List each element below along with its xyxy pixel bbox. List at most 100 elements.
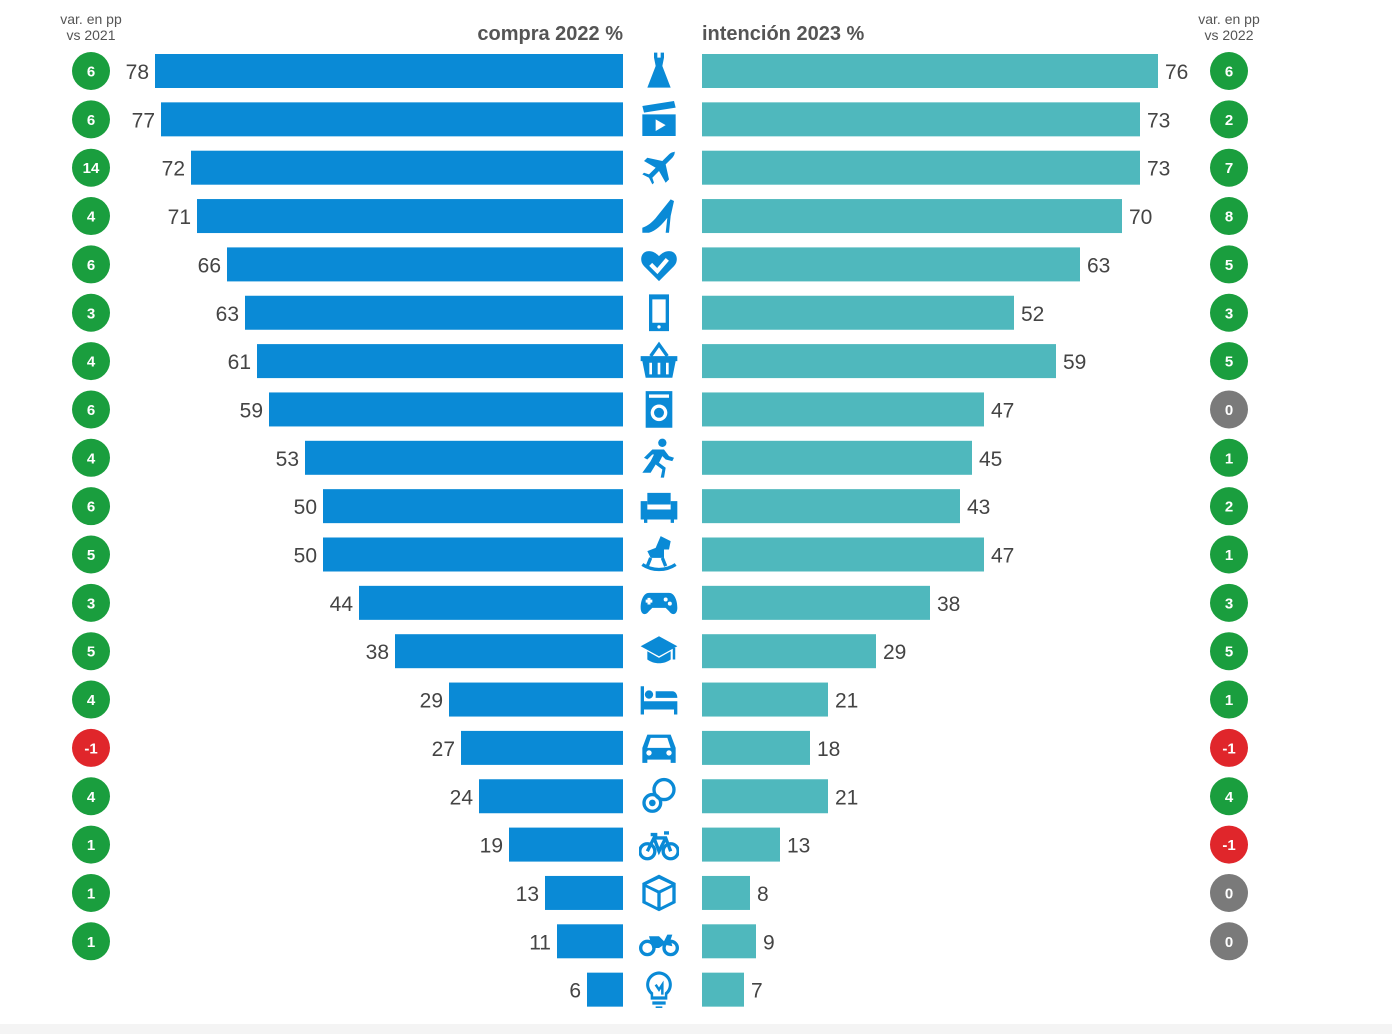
right-change-badge-4-circle [1210, 245, 1248, 284]
left-bar-19 [587, 972, 623, 1007]
gamepad-icon [639, 591, 679, 616]
airplane-icon [642, 151, 676, 185]
left-bar-2 [191, 150, 623, 185]
right-value-7: 47 [991, 399, 1014, 422]
right-value-11: 38 [937, 593, 960, 616]
lightbulb-icon [644, 970, 674, 1010]
right-change-badge-16-circle [1210, 825, 1248, 864]
left-change-badge-15-circle [72, 777, 110, 816]
left-bar-3 [197, 199, 623, 234]
right-bar-12 [702, 634, 876, 669]
right-change-badge-4-label: 5 [1225, 257, 1233, 274]
left-bar-18 [557, 924, 623, 959]
rocking-horse-icon [640, 534, 678, 572]
right-change-badge-16-label: -1 [1222, 837, 1235, 854]
left-change-badge-9-circle [72, 487, 110, 526]
right-bar-2 [702, 150, 1140, 185]
sofa-icon [640, 492, 678, 523]
right-change-badge-13-circle [1210, 680, 1248, 719]
motorcycle-icon [639, 932, 679, 957]
right-value-6: 59 [1063, 351, 1086, 374]
right-value-9: 43 [967, 496, 990, 519]
pacifier-icon [642, 777, 676, 813]
left-change-badge-6-label: 4 [87, 354, 96, 371]
left-bar-16 [509, 827, 623, 862]
right-bar-4 [702, 247, 1080, 282]
right-change-badge-12-label: 5 [1225, 644, 1233, 661]
right-change-badge-7-circle [1210, 390, 1248, 429]
right-change-badge-9-circle [1210, 487, 1248, 526]
right-value-10: 47 [991, 545, 1014, 568]
bicycle-icon [639, 831, 679, 861]
right-bar-0 [702, 54, 1158, 88]
right-bar-9 [702, 489, 960, 524]
shopping-basket-icon [639, 342, 679, 380]
left-change-badge-8-circle [72, 438, 110, 477]
smartphone-icon [649, 294, 669, 332]
left-change-badge-13-label: 4 [87, 692, 96, 709]
graduation-cap-icon [639, 634, 679, 665]
right-change-badge-18-circle [1210, 922, 1248, 961]
left-series-header: compra 2022 % [477, 23, 623, 45]
right-change-badge-11-label: 3 [1225, 595, 1233, 612]
left-change-badge-13-circle [72, 680, 110, 719]
left-change-badge-1-circle [72, 100, 110, 139]
washing-machine-icon [645, 391, 673, 428]
right-change-badge-1-label: 2 [1225, 112, 1233, 129]
right-value-18: 9 [763, 931, 775, 954]
right-change-header-line2: vs 2022 [1204, 27, 1253, 43]
right-change-badge-18-label: 0 [1225, 934, 1233, 951]
right-bar-14 [702, 730, 810, 765]
right-value-3: 70 [1129, 206, 1152, 229]
right-change-badge-3-circle [1210, 197, 1248, 236]
right-change-badge-11-circle [1210, 583, 1248, 622]
right-series-header: intención 2023 % [702, 23, 864, 45]
right-change-badge-6-circle [1210, 342, 1248, 381]
left-change-badge-4-label: 6 [87, 257, 95, 274]
right-value-14: 18 [817, 738, 840, 761]
bed-icon [640, 686, 678, 715]
left-value-14: 27 [432, 738, 455, 761]
left-change-header-line2: vs 2021 [66, 27, 115, 43]
right-change-badge-5-label: 3 [1225, 305, 1233, 322]
left-change-badge-6-circle [72, 342, 110, 381]
dress-icon [647, 52, 671, 88]
right-value-15: 21 [835, 786, 858, 809]
right-bar-6 [702, 344, 1056, 379]
right-value-17: 8 [757, 883, 769, 906]
right-value-16: 13 [787, 835, 810, 858]
right-change-badge-17-label: 0 [1225, 885, 1233, 902]
left-bar-4 [227, 247, 623, 282]
left-change-badge-16-label: 1 [87, 837, 95, 854]
right-change-badge-3-label: 8 [1225, 209, 1233, 226]
right-value-13: 21 [835, 690, 858, 713]
left-change-badge-14-circle [72, 728, 110, 767]
left-change-badge-15-label: 4 [87, 789, 96, 806]
left-change-badge-5-label: 3 [87, 305, 95, 322]
left-value-11: 44 [330, 593, 354, 616]
right-change-badge-6-label: 5 [1225, 354, 1233, 371]
right-change-badge-15-circle [1210, 777, 1248, 816]
left-bar-6 [257, 344, 623, 379]
right-value-19: 7 [751, 980, 763, 1003]
left-change-badge-14-label: -1 [84, 740, 97, 757]
left-change-badge-2-circle [72, 148, 110, 187]
left-change-badge-11-label: 3 [87, 595, 95, 612]
right-value-12: 29 [883, 641, 906, 664]
left-change-badge-10-label: 5 [87, 547, 95, 564]
high-heel-icon [642, 199, 674, 233]
right-bar-1 [702, 102, 1140, 137]
left-change-badge-3-label: 4 [87, 209, 96, 226]
right-value-8: 45 [979, 448, 1002, 471]
left-value-10: 50 [294, 545, 317, 568]
left-bar-7 [269, 392, 623, 427]
right-change-badge-2-circle [1210, 148, 1248, 187]
left-value-18: 11 [529, 931, 551, 954]
left-value-2: 72 [162, 158, 185, 181]
left-bar-9 [323, 489, 623, 524]
left-bar-10 [323, 537, 623, 572]
left-value-6: 61 [228, 351, 251, 374]
right-change-badge-0-circle [1210, 52, 1248, 90]
